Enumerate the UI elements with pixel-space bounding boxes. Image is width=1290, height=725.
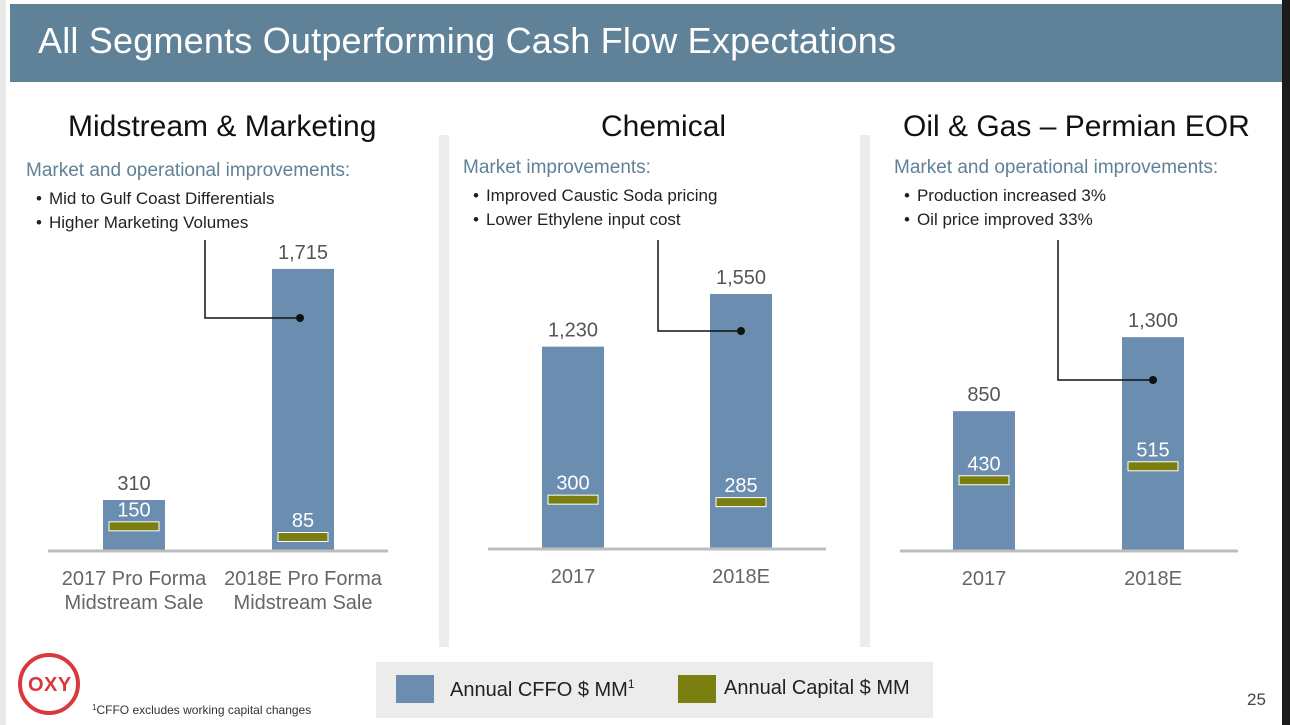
cffo-bar xyxy=(542,346,604,549)
right-edge xyxy=(1282,0,1290,725)
legend-label-cffo: Annual CFFO $ MM1 xyxy=(450,677,635,701)
cffo-bar xyxy=(1122,337,1184,551)
capital-value-label: 430 xyxy=(967,453,1000,475)
segment-subtitle-midstream: Market and operational improvements: xyxy=(26,160,351,181)
slide-title: All Segments Outperforming Cash Flow Exp… xyxy=(38,20,897,61)
panel-separator xyxy=(860,135,870,647)
bullet-item: Production increased 3% xyxy=(904,186,1106,206)
capital-value-label: 85 xyxy=(292,510,314,532)
panel-separator xyxy=(439,135,449,647)
callout-dot xyxy=(737,327,745,335)
category-label: 2017 xyxy=(551,566,596,588)
capital-value-label: 300 xyxy=(556,473,589,495)
category-label: 2018E Pro Forma xyxy=(224,568,383,590)
bullet-item: Improved Caustic Soda pricing xyxy=(473,186,718,206)
capital-marker xyxy=(277,532,329,543)
capital-value-label: 285 xyxy=(724,475,757,497)
segment-title-midstream: Midstream & Marketing xyxy=(68,110,377,143)
segment-title-chemical: Chemical xyxy=(601,110,727,143)
cffo-value-label: 1,230 xyxy=(548,320,598,342)
capital-marker xyxy=(715,497,767,508)
category-label: 2017 Pro Forma xyxy=(62,568,207,590)
capital-value-label: 515 xyxy=(1136,439,1169,461)
legend-swatch-cffo xyxy=(396,675,434,703)
capital-marker xyxy=(547,494,599,505)
cffo-bar xyxy=(272,268,334,551)
cffo-value-label: 1,715 xyxy=(278,242,328,264)
oxy-logo: OXY xyxy=(18,653,80,715)
segment-subtitle-chemical: Market improvements: xyxy=(463,157,651,178)
capital-marker xyxy=(958,475,1010,486)
left-edge xyxy=(0,0,6,725)
category-label: 2018E xyxy=(712,566,770,588)
cffo-value-label: 1,300 xyxy=(1128,310,1178,332)
logo-text: OXY xyxy=(28,674,72,696)
callout-connector xyxy=(657,240,741,332)
category-label: 2018E xyxy=(1124,568,1182,590)
category-label: Midstream Sale xyxy=(65,592,204,614)
category-label: Midstream Sale xyxy=(234,592,373,614)
legend-label-capital: Annual Capital $ MM xyxy=(724,677,910,699)
cffo-value-label: 850 xyxy=(967,384,1000,406)
legend-superscript: 1 xyxy=(627,677,635,691)
bullet-item: Mid to Gulf Coast Differentials xyxy=(36,189,275,209)
cffo-value-label: 1,550 xyxy=(716,267,766,289)
category-label: 2017 xyxy=(962,568,1007,590)
callout-dot xyxy=(1149,376,1157,384)
footnote: 1CFFO excludes working capital changes xyxy=(92,703,312,717)
legend-swatch-capital xyxy=(678,675,716,703)
capital-marker xyxy=(108,521,160,532)
page-number: 25 xyxy=(1247,690,1266,709)
capital-value-label: 150 xyxy=(117,499,150,521)
bullet-item: Lower Ethylene input cost xyxy=(473,210,681,230)
callout-connector xyxy=(1057,240,1153,381)
title-bar: All Segments Outperforming Cash Flow Exp… xyxy=(10,4,1282,82)
callout-connector xyxy=(204,240,300,319)
capital-marker xyxy=(1127,461,1179,472)
bullet-item: Higher Marketing Volumes xyxy=(36,213,248,233)
callout-dot xyxy=(296,314,304,322)
cffo-value-label: 310 xyxy=(117,473,150,495)
legend: Annual CFFO $ MM1 Annual Capital $ MM xyxy=(376,662,933,718)
segment-subtitle-oil-gas: Market and operational improvements: xyxy=(894,157,1219,178)
bullet-item: Oil price improved 33% xyxy=(904,210,1093,230)
segment-title-oil-gas: Oil & Gas – Permian EOR xyxy=(903,110,1250,143)
